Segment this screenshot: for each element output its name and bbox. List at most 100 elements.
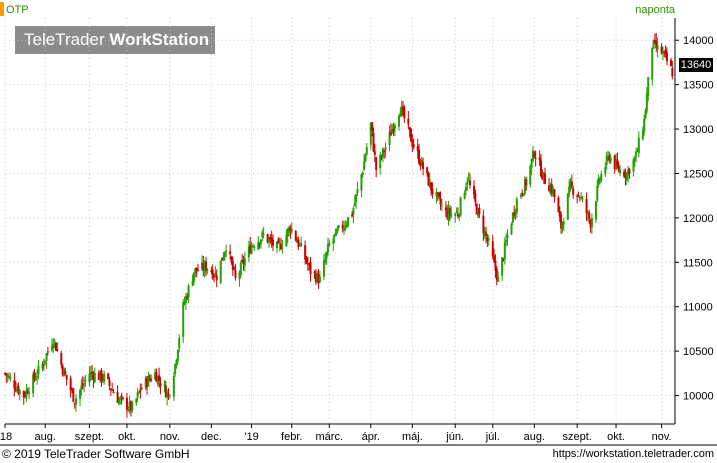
candle-body (645, 93, 648, 112)
candle-body (570, 181, 573, 187)
candle-body (397, 115, 400, 127)
candle-body (167, 393, 170, 395)
candle-body (97, 372, 100, 380)
candle-body (241, 260, 244, 262)
candle-body (399, 112, 402, 117)
candle-body (353, 202, 356, 206)
candle-body (542, 172, 545, 178)
candle-body (285, 234, 288, 247)
candle-body (112, 391, 115, 394)
candle-body (636, 150, 639, 152)
candle-body (9, 377, 12, 379)
candle-body (438, 192, 441, 198)
candle-body (586, 211, 589, 214)
candle-body (194, 267, 197, 274)
candle-body (371, 122, 374, 132)
y-tick-label: 11500 (683, 257, 713, 269)
candle-body (79, 389, 82, 399)
candle-body (422, 162, 425, 169)
candle-body (36, 376, 39, 378)
candle-body (514, 211, 517, 214)
candle-body (91, 372, 94, 375)
candle-body (101, 378, 104, 380)
candle-body (41, 363, 44, 369)
candle-body (4, 373, 6, 375)
candle-body (238, 272, 241, 280)
candle-body (411, 140, 414, 147)
candle-body (624, 174, 627, 178)
candle-body (140, 387, 143, 390)
candle-body (306, 263, 309, 265)
candle-body (391, 129, 394, 134)
candle-body (426, 167, 429, 173)
candle-body (300, 243, 303, 247)
candle-body (360, 174, 363, 191)
source-url[interactable]: https://workstation.teletrader.com (552, 448, 714, 460)
candle-body (332, 238, 335, 244)
candle-body (503, 242, 506, 259)
candle-body (281, 246, 284, 248)
candle-body (135, 398, 138, 403)
candle-body (355, 194, 358, 202)
x-tick-label: febr. (281, 431, 302, 443)
candle-body (525, 179, 528, 186)
candle-body (541, 174, 544, 180)
candle-body (628, 168, 631, 174)
candle-body (464, 186, 467, 191)
candle-body (53, 340, 56, 342)
candle-body (116, 391, 119, 403)
candle-body (523, 178, 526, 194)
candle-body (267, 238, 270, 242)
candle-body (294, 230, 297, 241)
candle-body (250, 244, 253, 254)
candle-body (65, 374, 68, 380)
candle-body (72, 388, 75, 402)
candle-body (247, 246, 250, 258)
candle-body (46, 351, 49, 353)
candle-body (313, 271, 316, 273)
candle-body (206, 268, 209, 271)
candle-body (594, 201, 597, 220)
candle-body (596, 185, 599, 201)
candle-body (50, 345, 53, 351)
candle-body (373, 151, 376, 155)
candle-body (223, 252, 226, 257)
candle-body (13, 379, 16, 389)
candle-body (643, 118, 646, 132)
candle-body (416, 146, 419, 152)
candle-body (428, 180, 431, 187)
candle-body (435, 192, 438, 197)
candle-body (107, 373, 110, 379)
x-tick-label: márc. (316, 431, 344, 443)
candle-body (166, 391, 169, 398)
candle-body (61, 365, 64, 375)
candle-body (392, 128, 395, 132)
candle-body (176, 350, 179, 361)
candles (4, 33, 674, 418)
candle-body (83, 383, 86, 385)
candle-body (16, 388, 19, 391)
axes: 10000 10500 11000 11500 12000 12500 13000 13500… (0, 18, 717, 446)
candle-body (656, 44, 659, 50)
candle-body (468, 181, 471, 185)
candle-body (22, 391, 25, 398)
candle-body (272, 239, 274, 246)
candle-body (493, 255, 496, 262)
candle-body (436, 192, 439, 195)
candle-body (456, 213, 459, 217)
x-tick-label: júl. (485, 431, 500, 443)
x-tick-label: '18 (0, 431, 12, 443)
candle-body (231, 260, 234, 270)
candle-body (33, 372, 36, 379)
candle-body (635, 151, 638, 156)
candle-body (661, 51, 664, 54)
x-tick-label: aug. (524, 431, 545, 443)
candle-body (467, 179, 470, 181)
candle-body (99, 370, 102, 380)
candle-body (369, 122, 372, 145)
x-tick-label: aug. (34, 431, 55, 443)
candle-body (289, 228, 292, 232)
candle-body (222, 256, 225, 261)
period-label[interactable]: naponta (635, 4, 675, 16)
